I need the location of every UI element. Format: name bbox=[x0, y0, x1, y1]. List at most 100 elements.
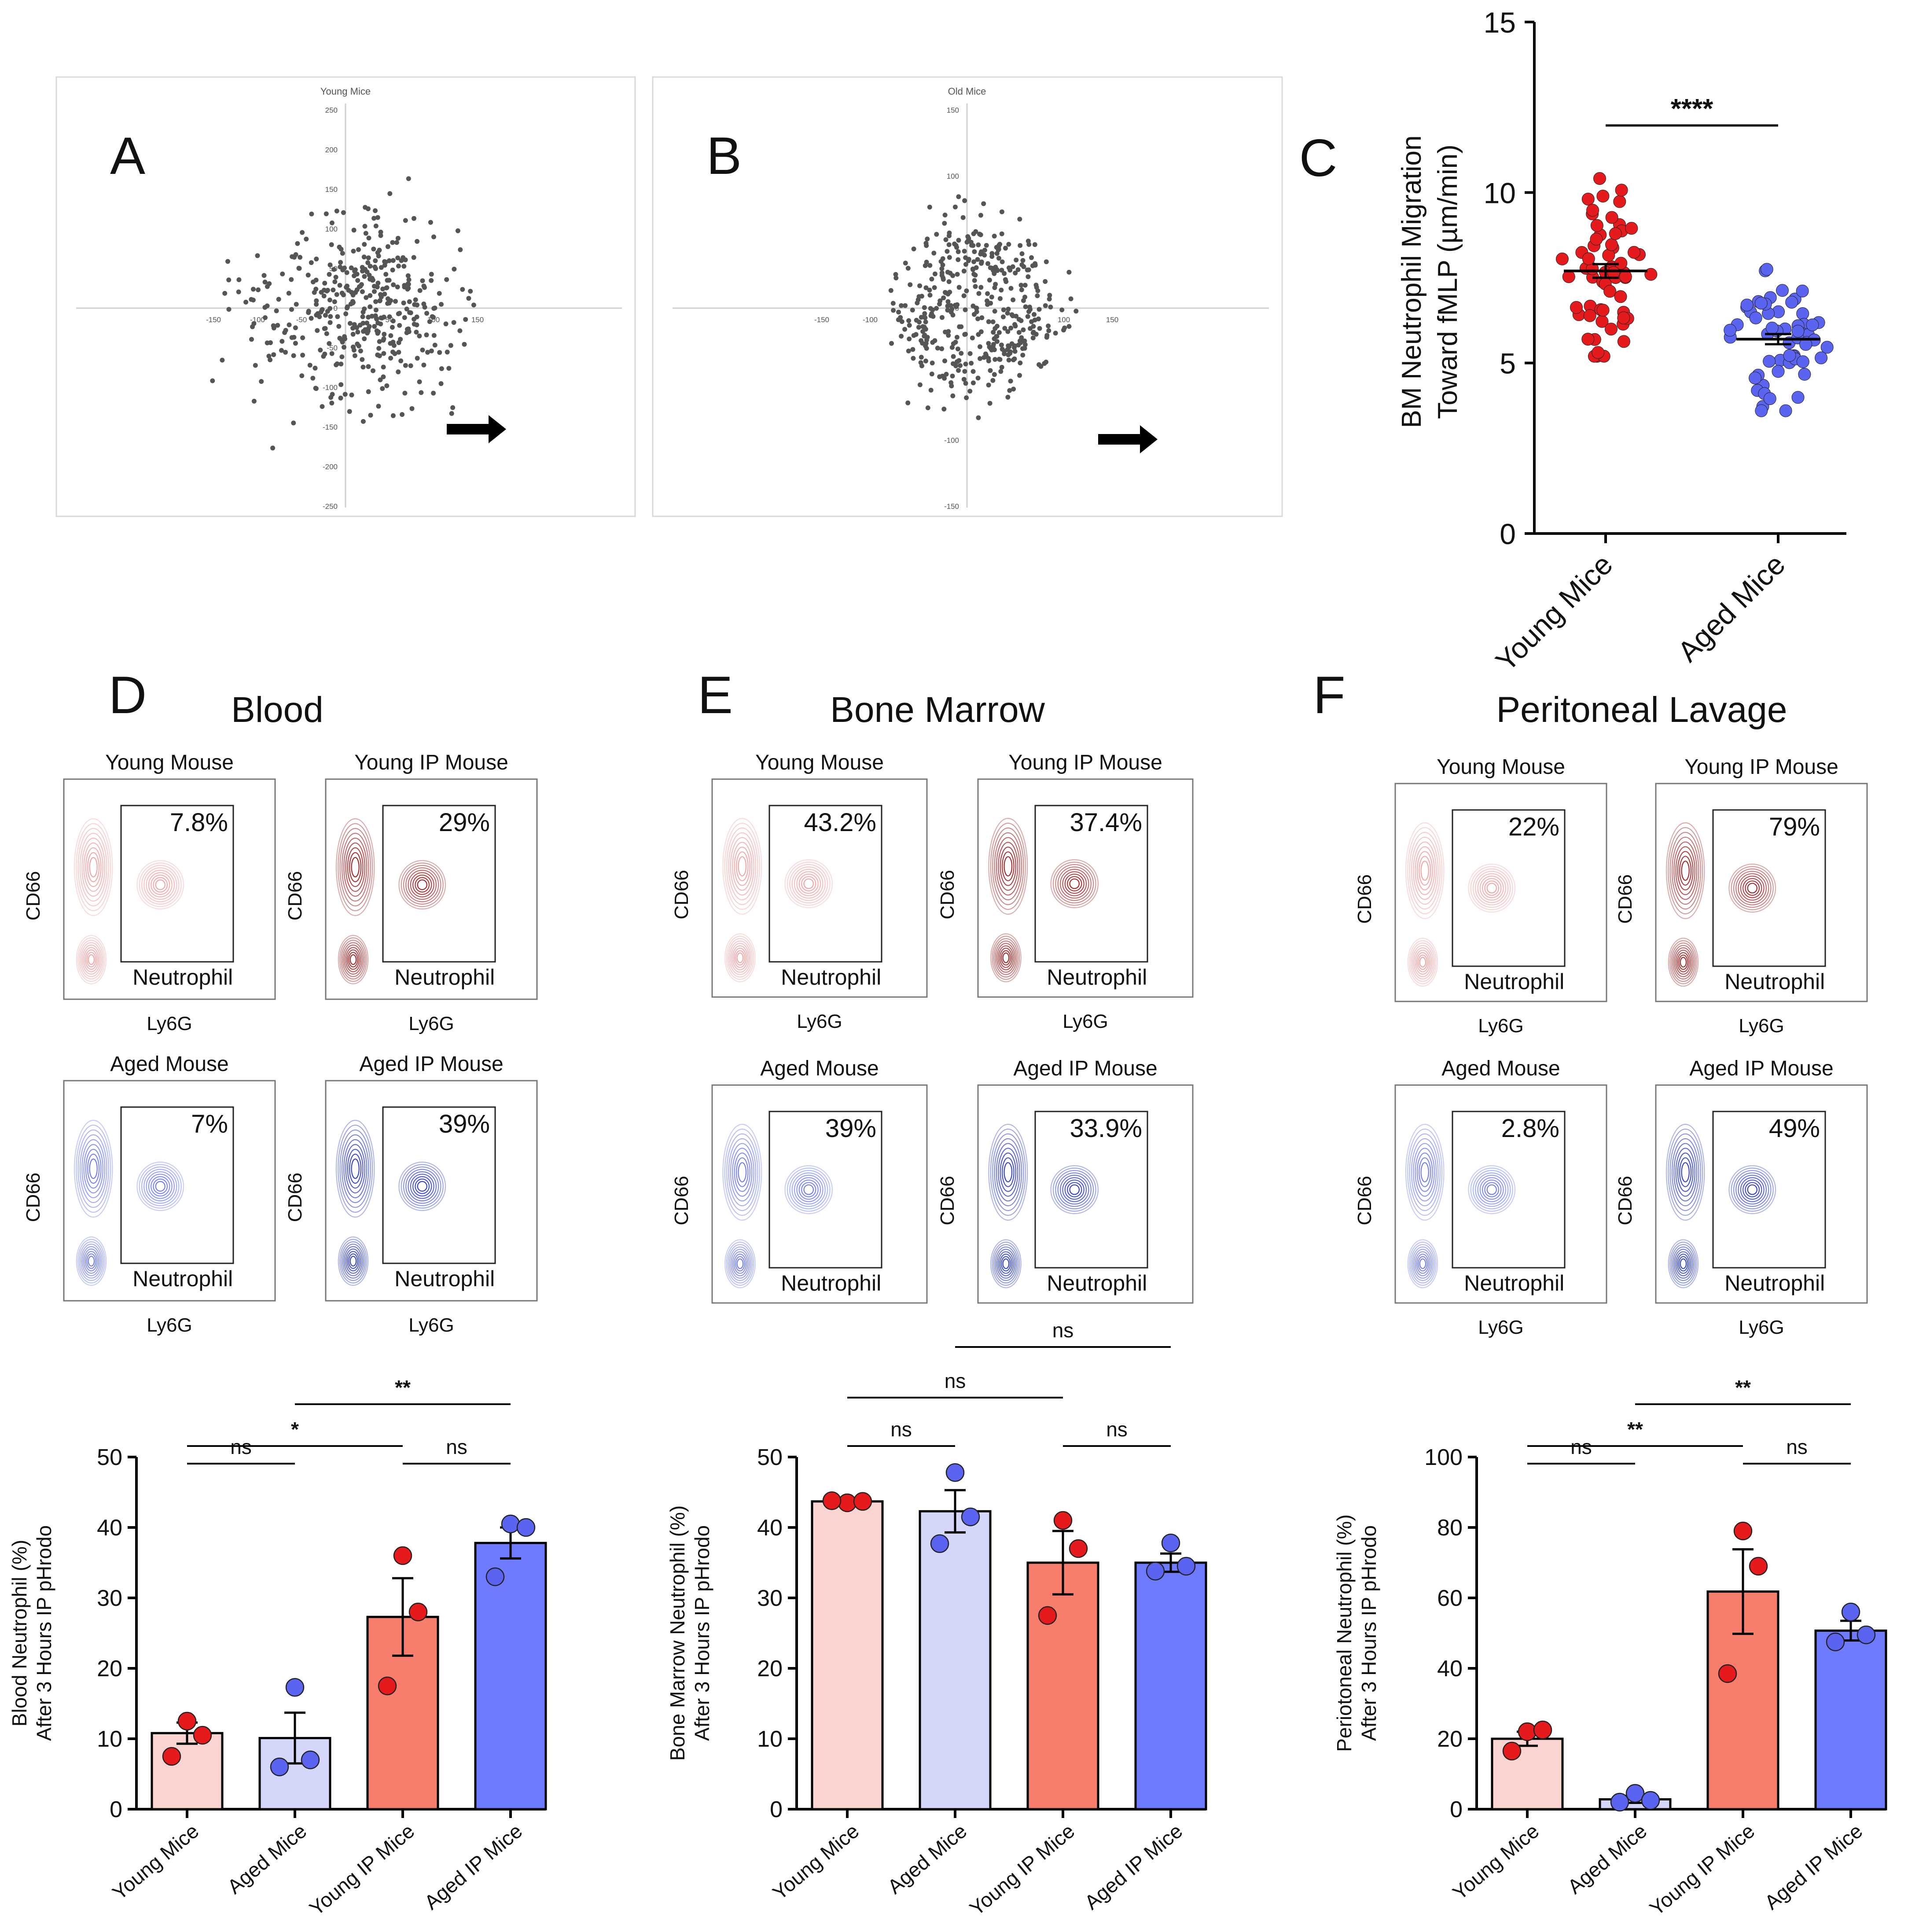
scatter-point bbox=[309, 316, 314, 321]
flow-x-label: Ly6G bbox=[408, 1314, 454, 1336]
scatter-point bbox=[993, 326, 998, 331]
scatter-point bbox=[375, 284, 380, 290]
scatter-point bbox=[961, 269, 967, 274]
scatter-point bbox=[373, 258, 378, 263]
contour-ring bbox=[1410, 942, 1435, 982]
contour-ring bbox=[1001, 1256, 1011, 1272]
contour-ring bbox=[789, 1170, 828, 1210]
y-tick-label: 5 bbox=[1500, 347, 1516, 380]
scatter-point bbox=[918, 360, 923, 365]
scatter-point bbox=[375, 280, 381, 286]
scatter-point bbox=[321, 293, 327, 298]
scatter-point bbox=[919, 315, 924, 320]
contour-ring bbox=[1669, 1133, 1701, 1211]
contour-ring bbox=[798, 873, 819, 894]
contour-ring bbox=[733, 1253, 747, 1274]
contour-ring bbox=[1419, 1157, 1431, 1187]
scatter-point bbox=[952, 204, 958, 210]
contour-ring bbox=[347, 847, 364, 887]
contour-ring bbox=[417, 1181, 427, 1192]
contour-ring bbox=[1407, 1239, 1438, 1288]
scatter-point bbox=[985, 261, 990, 266]
data-point bbox=[1038, 1606, 1057, 1625]
scatter-point bbox=[994, 334, 1000, 339]
scatter-point bbox=[340, 251, 345, 256]
scatter-point bbox=[282, 330, 287, 335]
contour-ring bbox=[1413, 1249, 1432, 1279]
scatter-point bbox=[986, 341, 991, 346]
scatter-point bbox=[976, 415, 981, 420]
scatter-point bbox=[405, 273, 411, 278]
contour-ring bbox=[992, 1133, 1024, 1211]
data-point bbox=[1763, 392, 1776, 405]
scatter-point bbox=[1017, 338, 1022, 343]
gate-label: Neutrophil bbox=[132, 965, 233, 990]
contour-ring bbox=[1000, 846, 1017, 886]
data-point bbox=[1590, 232, 1603, 246]
contour-ring bbox=[1482, 878, 1502, 898]
contour-ring bbox=[999, 1253, 1013, 1274]
scatter-point bbox=[291, 353, 296, 358]
data-point bbox=[1562, 270, 1575, 283]
contour-ring bbox=[88, 954, 95, 965]
scatter-point bbox=[338, 265, 343, 269]
scatter-point bbox=[401, 300, 406, 305]
contour-ring bbox=[730, 943, 750, 973]
neutrophil-gate bbox=[120, 805, 234, 963]
scatter-point bbox=[954, 335, 960, 340]
scatter-point bbox=[366, 236, 371, 241]
flow-y-label: CD66 bbox=[671, 870, 692, 920]
scatter-point bbox=[401, 264, 407, 269]
y-tick-label: 0 bbox=[334, 304, 338, 313]
scatter-point bbox=[249, 337, 254, 342]
flow-plot-title: Young IP Mouse bbox=[1684, 755, 1838, 779]
contour-ring bbox=[1735, 871, 1769, 905]
contour-ring bbox=[1679, 1157, 1692, 1187]
flow-plot-frame bbox=[63, 778, 276, 1000]
scatter-point bbox=[403, 218, 408, 223]
contour-ring bbox=[1675, 846, 1695, 895]
flow-y-label: CD66 bbox=[1614, 1176, 1636, 1225]
scatter-point bbox=[351, 344, 356, 350]
scatter-point bbox=[329, 242, 334, 247]
scatter-point bbox=[1008, 286, 1014, 291]
contour-ring bbox=[1415, 1251, 1431, 1277]
contour-ring bbox=[1064, 873, 1085, 894]
data-point bbox=[1796, 355, 1809, 368]
comparison-label: ns bbox=[1052, 1319, 1074, 1342]
scatter-point bbox=[360, 419, 366, 424]
scatter-point bbox=[358, 348, 363, 353]
data-point bbox=[1596, 304, 1610, 317]
scatter-point bbox=[961, 293, 967, 298]
flow-plot-title: Young IP Mouse bbox=[1008, 751, 1162, 774]
y-axis-label: Toward fMLP (µm/min) bbox=[1433, 144, 1463, 419]
scatter-point bbox=[348, 321, 353, 326]
scatter-point bbox=[1004, 279, 1009, 284]
scatter-point bbox=[374, 316, 379, 321]
scatter-point bbox=[1044, 333, 1050, 338]
scatter-point bbox=[261, 273, 267, 278]
scatter-point bbox=[329, 401, 335, 406]
scatter-point bbox=[978, 213, 983, 218]
scatter-point bbox=[930, 314, 936, 319]
scatter-point bbox=[463, 317, 468, 322]
contour-ring bbox=[1731, 1167, 1774, 1212]
scatter-point bbox=[262, 280, 268, 285]
scatter-point bbox=[357, 323, 363, 328]
scatter-point bbox=[1016, 342, 1021, 348]
panel-title: Bone Marrow bbox=[830, 690, 1045, 730]
contour-ring bbox=[728, 832, 757, 901]
y-axis-label: Periotoneal Neutrophil (%) bbox=[1333, 1514, 1356, 1752]
comparison-label: ns bbox=[890, 1418, 912, 1441]
contour-ring bbox=[348, 952, 358, 968]
scatter-point bbox=[943, 237, 948, 242]
contour-ring bbox=[1671, 942, 1696, 982]
scatter-point bbox=[932, 285, 937, 290]
scatter-point bbox=[347, 409, 352, 414]
contour-ring bbox=[784, 859, 833, 909]
y-axis-label: After 3 Hours IP pHrodo bbox=[1357, 1525, 1380, 1741]
scatter-point bbox=[1022, 283, 1028, 288]
contour-ring bbox=[139, 862, 182, 907]
contour-ring bbox=[796, 871, 821, 896]
contour-ring bbox=[1059, 1174, 1089, 1205]
